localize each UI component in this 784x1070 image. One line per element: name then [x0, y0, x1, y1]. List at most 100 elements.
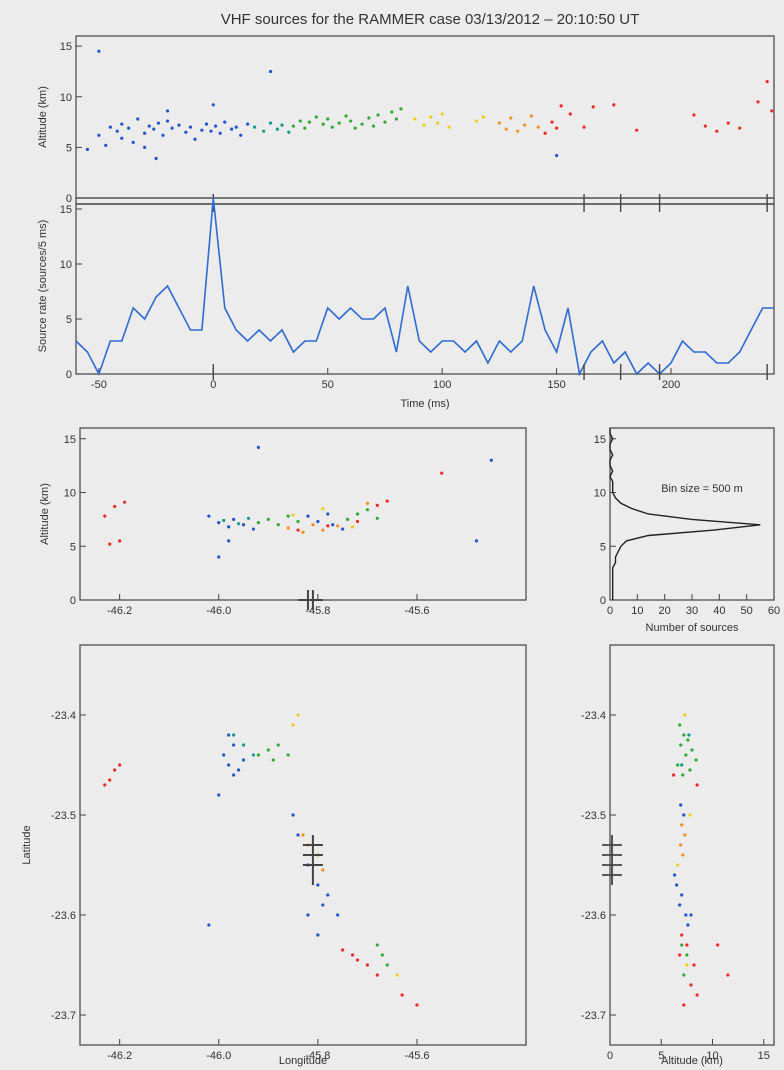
- data-point: [132, 141, 135, 144]
- data-point: [118, 539, 121, 542]
- data-point: [366, 502, 369, 505]
- histogram-line: [610, 428, 760, 600]
- data-point: [113, 505, 116, 508]
- data-point: [280, 124, 283, 127]
- data-point: [550, 120, 553, 123]
- data-marks: [610, 428, 760, 600]
- data-point: [257, 521, 260, 524]
- data-point: [396, 973, 399, 976]
- data-point: [351, 525, 354, 528]
- x-tick-label: 30: [686, 605, 698, 617]
- y-tick-label: 15: [60, 41, 72, 53]
- y-tick-label: 15: [60, 204, 72, 216]
- x-tick-label: -46.2: [107, 605, 132, 617]
- data-point: [166, 119, 169, 122]
- data-point: [108, 543, 111, 546]
- data-point: [127, 127, 130, 130]
- y-tick-label: -23.6: [51, 910, 76, 922]
- data-point: [97, 50, 100, 53]
- source-rate-line: [76, 198, 774, 374]
- data-point: [399, 107, 402, 110]
- data-point: [682, 813, 685, 816]
- data-point: [349, 119, 352, 122]
- data-point: [267, 518, 270, 521]
- data-point: [322, 122, 325, 125]
- y-tick-label: -23.7: [51, 1010, 76, 1022]
- data-point: [676, 863, 679, 866]
- data-point: [376, 973, 379, 976]
- data-point: [152, 128, 155, 131]
- data-point: [277, 523, 280, 526]
- data-point: [356, 520, 359, 523]
- data-point: [436, 121, 439, 124]
- data-point: [276, 128, 279, 131]
- y-tick-label: -23.4: [581, 710, 606, 722]
- data-point: [232, 518, 235, 521]
- data-point: [104, 144, 107, 147]
- data-point: [341, 527, 344, 530]
- x-tick-label: -45.8: [305, 605, 330, 617]
- y-tick-label: 10: [60, 92, 72, 104]
- data-point: [689, 983, 692, 986]
- x-tick-label: -45.6: [404, 605, 429, 617]
- y-tick-label: 15: [64, 434, 76, 446]
- data-point: [338, 121, 341, 124]
- x-tick-label: -45.6: [404, 1050, 429, 1062]
- data-point: [688, 813, 691, 816]
- panel-alt-histogram: Number of sources Bin size = 500 m 05101…: [594, 428, 780, 634]
- data-point: [296, 529, 299, 532]
- data-point: [171, 127, 174, 130]
- data-point: [367, 116, 370, 119]
- data-point: [242, 523, 245, 526]
- data-point: [592, 105, 595, 108]
- data-point: [189, 126, 192, 129]
- data-point: [635, 129, 638, 132]
- y-tick-label: 5: [600, 541, 606, 553]
- data-point: [715, 130, 718, 133]
- data-point: [193, 138, 196, 141]
- data-marks: [76, 50, 774, 212]
- data-point: [569, 112, 572, 115]
- data-point: [475, 539, 478, 542]
- data-point: [326, 893, 329, 896]
- figure-title: VHF sources for the RAMMER case 03/13/20…: [221, 11, 640, 28]
- data-point: [356, 512, 359, 515]
- data-point: [287, 515, 290, 518]
- data-point: [157, 121, 160, 124]
- panel-lat-vs-lon: Latitude Longitude -23.4-23.5-23.6-23.7-…: [21, 645, 526, 1067]
- tick-labels: 051015-50 0 50 100 150 200: [60, 204, 680, 391]
- data-point: [738, 127, 741, 130]
- data-point: [118, 763, 121, 766]
- data-point: [252, 527, 255, 530]
- data-point: [296, 520, 299, 523]
- x-tick-label: -46.2: [107, 1050, 132, 1062]
- data-point: [303, 127, 306, 130]
- data-point: [685, 943, 688, 946]
- data-point: [269, 121, 272, 124]
- x-tick-label: 50: [322, 379, 334, 391]
- data-point: [482, 115, 485, 118]
- data-point: [247, 517, 250, 520]
- data-point: [232, 733, 235, 736]
- data-point: [326, 117, 329, 120]
- data-point: [696, 783, 699, 786]
- data-point: [267, 748, 270, 751]
- data-point: [296, 833, 299, 836]
- data-point: [683, 713, 686, 716]
- y-axis-label: Latitude: [21, 825, 33, 864]
- x-tick-label: 60: [768, 605, 780, 617]
- data-point: [505, 128, 508, 131]
- data-point: [555, 127, 558, 130]
- data-point: [684, 753, 687, 756]
- y-axis-label: Source rate (sources/5 ms): [37, 220, 49, 353]
- y-axis-label: Altitude (km): [39, 483, 51, 545]
- data-point: [395, 117, 398, 120]
- x-tick-label: -50: [91, 379, 107, 391]
- data-point: [252, 753, 255, 756]
- data-point: [679, 743, 682, 746]
- data-point: [207, 923, 210, 926]
- y-tick-label: -23.4: [51, 710, 76, 722]
- data-point: [291, 723, 294, 726]
- data-point: [227, 539, 230, 542]
